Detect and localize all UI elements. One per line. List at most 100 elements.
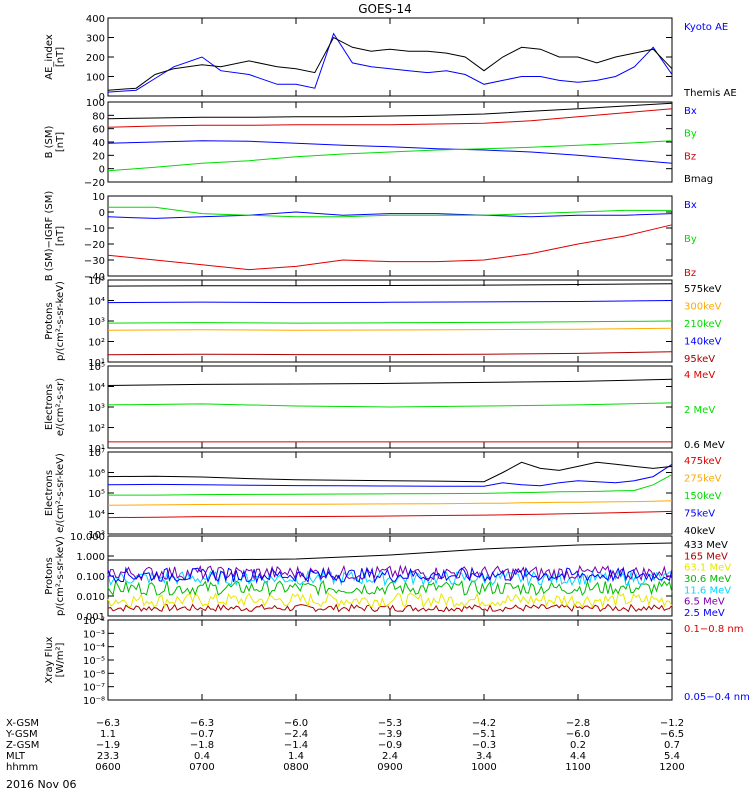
y-tick-label: 10⁵ xyxy=(88,362,105,373)
y-tick-label: 10⁶ xyxy=(88,469,105,480)
xaxis-row-value: −1.9 xyxy=(96,740,120,751)
legend-label: 30.6 MeV xyxy=(684,574,731,585)
xaxis-row-label: Z-GSM xyxy=(6,740,39,751)
legend-label: Bx xyxy=(684,200,697,211)
panel-frame xyxy=(107,101,673,183)
panel-bsm: −20 0 20 40 60 80 100 B (SM) [nT] Bx By Bz Bmag xyxy=(44,98,713,189)
xaxis-row-value: −3.9 xyxy=(378,729,402,740)
y-tick-label: −10 xyxy=(84,224,105,235)
xaxis-row-value: −4.2 xyxy=(472,718,496,729)
y-tick-label: 10⁻⁷ xyxy=(83,683,105,694)
y-tick-label: 1.000 xyxy=(76,552,105,563)
xaxis-row-value: −2.8 xyxy=(566,718,590,729)
legend-label: Bz xyxy=(684,268,696,279)
y-axis-label: Xray Flux xyxy=(44,636,55,683)
legend-label: 2 MeV xyxy=(684,405,715,416)
y-tick-label: 100 xyxy=(86,73,105,84)
series-line-300kev xyxy=(107,327,673,331)
series-line-0-6-mev xyxy=(107,378,673,386)
y-axis-label: [W/m²] xyxy=(55,642,66,677)
y-tick-label: 300 xyxy=(86,34,105,45)
panel-xray: 10⁻⁸ 10⁻⁷ 10⁻⁶ 10⁻⁵ 10⁻⁴ 10⁻³ 10⁻² Xray Flux [W/… xyxy=(44,616,750,707)
y-tick-label: 10⁷ xyxy=(88,448,105,459)
legend-label: 210keV xyxy=(684,319,722,330)
xaxis-row-label: hhmm xyxy=(6,762,38,773)
xaxis-row-value: 0.2 xyxy=(570,740,586,751)
y-axis-label: e/(cm²-s-sr) xyxy=(55,378,66,436)
panel-bigrf: −40 −30 −20 −10 0 10 B (SM)−IGRF (SM) [nT] Bx By B… xyxy=(44,191,697,283)
y-tick-label: 10⁴ xyxy=(88,383,105,394)
series-line-63-1-mev xyxy=(107,592,673,609)
legend-label: 165 MeV xyxy=(684,551,728,562)
y-tick-label: 10 xyxy=(92,192,105,203)
y-tick-label: 10³ xyxy=(88,530,105,541)
xaxis-row-value: −6.3 xyxy=(96,718,120,729)
xaxis-row-value: 1.1 xyxy=(100,729,116,740)
xaxis-row-value: −6.0 xyxy=(284,718,308,729)
xaxis-row-value: −0.7 xyxy=(190,729,214,740)
legend-label: By xyxy=(684,234,697,245)
y-tick-label: 10.000 xyxy=(70,532,105,543)
xaxis-row-value: −1.2 xyxy=(660,718,684,729)
panel-ae: 0 100 200 300 400 AE_index [nT] Kyoto AE Themis … xyxy=(44,14,737,103)
series-line-433-mev xyxy=(108,542,673,561)
legend-label: By xyxy=(684,129,697,140)
y-axis-label: Protons xyxy=(44,302,55,339)
series-line-2-5-mev xyxy=(107,566,673,584)
xaxis-row-value: −5.1 xyxy=(472,729,496,740)
xaxis-row-value: 0600 xyxy=(95,762,120,773)
y-tick-label: 400 xyxy=(86,14,105,25)
y-axis-label: [nT] xyxy=(55,226,66,246)
series-line-2-mev xyxy=(107,402,673,408)
y-tick-label: 10³ xyxy=(88,403,105,414)
y-tick-label: 10⁻³ xyxy=(83,629,105,640)
series-line-40kev xyxy=(107,461,673,483)
series-line-bz xyxy=(107,108,673,128)
series-line-kyoto-ae xyxy=(107,32,673,93)
xaxis-row-value: 1000 xyxy=(471,762,496,773)
xaxis-row-value: 0800 xyxy=(283,762,308,773)
y-tick-label: −30 xyxy=(84,256,105,267)
xaxis-row-value: −6.0 xyxy=(566,729,590,740)
xaxis-row-value: 0.7 xyxy=(664,740,680,751)
legend-label: 6.5 MeV xyxy=(684,597,725,608)
y-tick-label: 200 xyxy=(86,53,105,64)
y-axis-label: [nT] xyxy=(55,47,66,67)
y-tick-label: −40 xyxy=(84,272,105,283)
series-line-75kev xyxy=(107,463,673,487)
panel-prot1: 10¹ 10² 10³ 10⁴ 10⁵ Protons p/(cm²-s-sr-keV) 57… xyxy=(44,276,722,369)
xaxis-row-value: 5.4 xyxy=(664,751,680,762)
y-tick-label: 10⁻⁴ xyxy=(83,643,105,654)
xaxis-row-value: 2.4 xyxy=(382,751,398,762)
y-tick-label: 0 xyxy=(99,92,105,103)
legend-label: 63.1 MeV xyxy=(684,563,731,574)
series-line-bx xyxy=(107,140,673,164)
y-tick-label: 10⁻⁸ xyxy=(83,696,105,707)
legend-label: 0.6 MeV xyxy=(684,440,725,451)
xaxis-row-label: Y-GSM xyxy=(5,729,38,740)
y-tick-label: 0.001 xyxy=(76,612,105,623)
xaxis-row-value: −6.5 xyxy=(660,729,684,740)
series-line-bx xyxy=(107,211,673,219)
legend-label: 4 MeV xyxy=(684,370,715,381)
legend-label: 475keV xyxy=(684,456,722,467)
y-axis-label: Electrons xyxy=(44,384,55,430)
legend-label: 95keV xyxy=(684,354,715,365)
y-tick-label: 10³ xyxy=(88,317,105,328)
xaxis-row-value: 0.4 xyxy=(194,751,210,762)
xaxis-row-label: MLT xyxy=(6,751,26,762)
series-line-575kev xyxy=(107,283,673,287)
panel-frame xyxy=(107,17,673,97)
y-tick-label: −20 xyxy=(84,178,105,189)
y-tick-label: 10¹ xyxy=(88,358,105,369)
y-tick-label: 10⁴ xyxy=(88,510,105,521)
xaxis-row-value: −0.3 xyxy=(472,740,496,751)
y-axis-label: p/(cm²-s-sr-keV) xyxy=(55,536,66,616)
y-axis-label: Electrons xyxy=(44,470,55,516)
xaxis-row-value: 4.4 xyxy=(570,751,586,762)
y-tick-label: 10⁻⁵ xyxy=(83,656,105,667)
panel-frame xyxy=(107,279,673,363)
series-line-bmag xyxy=(107,102,673,120)
legend-label: 40keV xyxy=(684,526,715,537)
